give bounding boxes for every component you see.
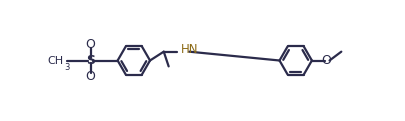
Text: O: O [86,70,96,83]
Text: 3: 3 [64,63,70,72]
Text: O: O [322,54,332,67]
Text: S: S [86,54,95,67]
Text: HN: HN [180,43,198,56]
Text: CH: CH [47,56,64,65]
Text: O: O [86,38,96,51]
